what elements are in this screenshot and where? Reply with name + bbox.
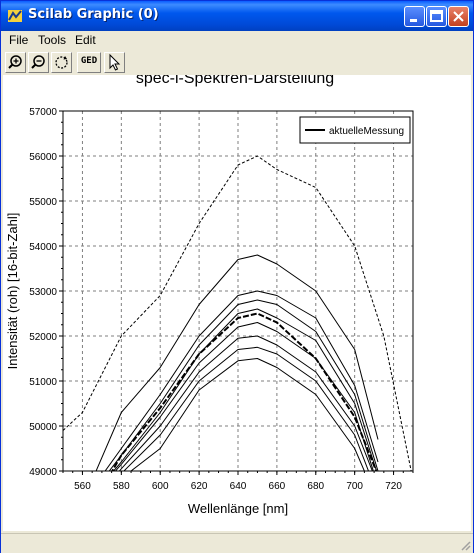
x-tick-label: 560 [74, 481, 91, 492]
rotate-icon [55, 56, 68, 69]
y-axis-label: Intensität (roh) [16-bit-Zahl] [5, 213, 20, 370]
zoom-out-icon [31, 55, 45, 69]
toolbar: GED [1, 49, 473, 75]
spectrum-chart: spec-i-Spektren-Darstellung 560 580 600 620… [5, 70, 414, 516]
plot-area-frame [62, 110, 414, 472]
x-tick-label: 680 [307, 481, 324, 492]
zoom-out-button[interactable] [28, 52, 49, 73]
menu-bar: File Tools Edit [1, 31, 473, 49]
x-axis-label: Wellenlänge [nm] [188, 501, 288, 516]
series-line-9 [130, 358, 365, 471]
menu-edit[interactable]: Edit [75, 33, 96, 47]
x-tick-label: 580 [113, 481, 130, 492]
scilab-icon [8, 10, 22, 22]
y-tick-label: 55000 [29, 197, 57, 208]
ged-button[interactable]: GED [77, 52, 101, 73]
y-tick-label: 52000 [29, 332, 57, 343]
series-line-6 [114, 322, 374, 471]
series-line-3 [104, 290, 379, 471]
y-tick-label: 57000 [29, 107, 57, 118]
zoom-in-icon [8, 55, 22, 69]
minimize-button[interactable] [404, 6, 425, 27]
y-tick-label: 53000 [29, 287, 57, 298]
series-line-4 [108, 299, 379, 471]
maximize-icon [430, 10, 443, 22]
graphic-canvas[interactable]: spec-i-Spektren-Darstellung 560 580 600 620… [3, 70, 471, 531]
zoom-in-button[interactable] [5, 52, 26, 73]
window-title: Scilab Graphic (0) [28, 7, 159, 22]
y-tick-label: 56000 [29, 152, 57, 163]
x-tick-label: 600 [152, 481, 169, 492]
chart-series [63, 155, 412, 471]
y-tick-label: 51000 [29, 377, 57, 388]
x-tick-label: 660 [269, 481, 286, 492]
chart-grid [63, 110, 413, 472]
x-tick-label: 720 [385, 481, 402, 492]
x-tick-label: 620 [191, 481, 208, 492]
y-tick-label: 49000 [29, 467, 57, 478]
close-icon [453, 11, 464, 22]
minimize-icon [410, 19, 417, 22]
ged-icon: GED [80, 56, 98, 66]
chart-legend: aktuelleMessung [299, 116, 411, 144]
series-line-aktuelleMessung [111, 312, 378, 471]
series-line-8 [123, 346, 370, 471]
menu-file[interactable]: File [9, 33, 29, 47]
rotate-button[interactable] [51, 52, 72, 73]
series-line-5 [112, 308, 378, 471]
chart-title: spec-i-Spektren-Darstellung [136, 75, 334, 87]
y-tick-label: 54000 [29, 242, 57, 253]
maximize-button[interactable] [426, 6, 447, 27]
status-bar [1, 533, 473, 553]
x-tick-label: 700 [346, 481, 363, 492]
menu-tools[interactable]: Tools [38, 33, 67, 47]
chart-ticks: 560 580 600 620 640 660 680 700 720 49000 50000 510… [29, 107, 414, 492]
series-line-7 [118, 335, 373, 471]
y-tick-label: 50000 [29, 422, 57, 433]
series-line-1 [63, 155, 412, 471]
pointer-button[interactable] [104, 52, 125, 73]
x-tick-label: 640 [230, 481, 247, 492]
close-button[interactable] [448, 6, 469, 27]
resize-grip-icon[interactable] [459, 539, 471, 551]
title-bar[interactable]: Scilab Graphic (0) [1, 1, 473, 31]
series-line-2 [95, 254, 379, 471]
legend-entry: aktuelleMessung [329, 126, 404, 137]
pointer-icon [109, 53, 121, 71]
